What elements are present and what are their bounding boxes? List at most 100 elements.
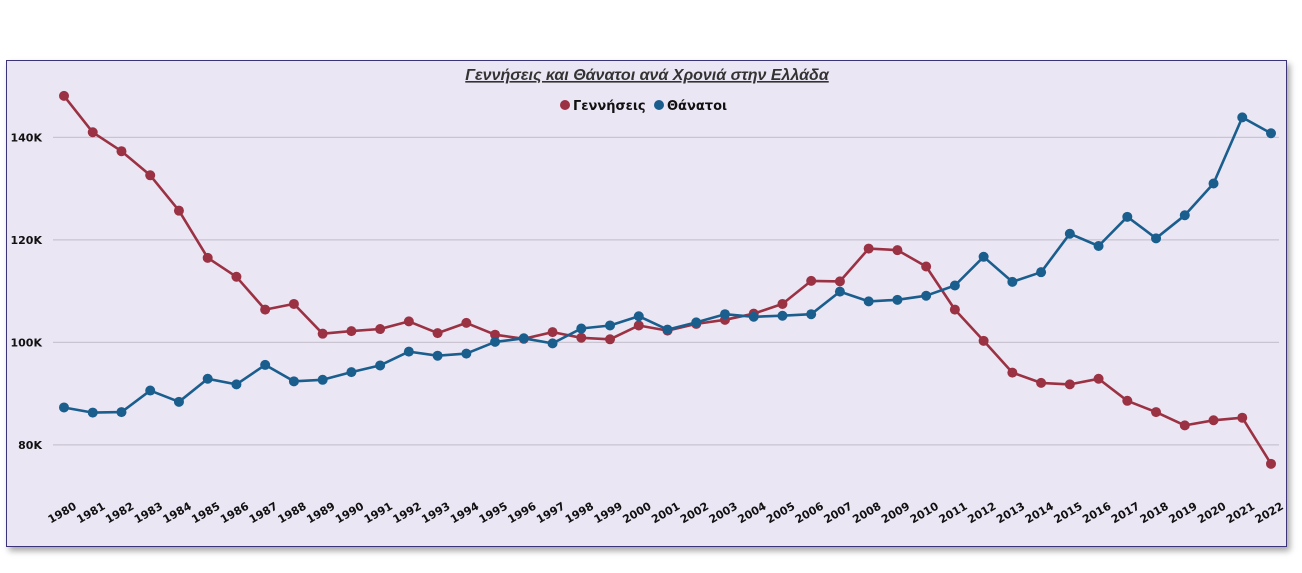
data-point[interactable] bbox=[432, 350, 443, 361]
data-point[interactable] bbox=[461, 317, 472, 328]
data-point[interactable] bbox=[317, 374, 328, 385]
data-point[interactable] bbox=[547, 338, 558, 349]
data-point[interactable] bbox=[691, 317, 702, 328]
x-tick-label: 1990 bbox=[333, 500, 366, 527]
data-point[interactable] bbox=[202, 373, 213, 384]
data-point[interactable] bbox=[288, 298, 299, 309]
data-point[interactable] bbox=[1208, 178, 1219, 189]
data-point[interactable] bbox=[346, 367, 357, 378]
data-point[interactable] bbox=[1064, 228, 1075, 239]
data-point[interactable] bbox=[375, 360, 386, 371]
data-point[interactable] bbox=[490, 329, 501, 340]
data-point[interactable] bbox=[892, 245, 903, 256]
data-point[interactable] bbox=[432, 328, 443, 339]
data-point[interactable] bbox=[605, 334, 616, 345]
data-point[interactable] bbox=[173, 205, 184, 216]
data-point[interactable] bbox=[777, 310, 788, 321]
data-point[interactable] bbox=[87, 127, 98, 138]
x-tick-label: 2003 bbox=[707, 500, 740, 527]
data-point[interactable] bbox=[777, 298, 788, 309]
x-tick-label: 2021 bbox=[1224, 500, 1257, 527]
data-point[interactable] bbox=[892, 294, 903, 305]
data-point[interactable] bbox=[1036, 267, 1047, 278]
data-point[interactable] bbox=[116, 407, 127, 418]
data-point[interactable] bbox=[1093, 373, 1104, 384]
data-point[interactable] bbox=[576, 323, 587, 334]
data-point[interactable] bbox=[978, 335, 989, 346]
x-tick-label: 1981 bbox=[74, 500, 107, 527]
data-point[interactable] bbox=[403, 346, 414, 357]
data-point[interactable] bbox=[1179, 420, 1190, 431]
x-tick-label: 2022 bbox=[1253, 500, 1286, 527]
data-point[interactable] bbox=[949, 280, 960, 291]
data-point[interactable] bbox=[547, 327, 558, 338]
data-point[interactable] bbox=[260, 359, 271, 370]
data-point[interactable] bbox=[1093, 241, 1104, 252]
data-point[interactable] bbox=[921, 290, 932, 301]
data-point[interactable] bbox=[231, 271, 242, 282]
data-point[interactable] bbox=[806, 309, 817, 320]
data-point[interactable] bbox=[173, 396, 184, 407]
legend-marker-deaths bbox=[654, 100, 664, 110]
data-point[interactable] bbox=[231, 379, 242, 390]
data-point[interactable] bbox=[145, 385, 156, 396]
x-tick-label: 1995 bbox=[477, 500, 510, 527]
data-point[interactable] bbox=[978, 251, 989, 262]
data-point[interactable] bbox=[633, 311, 644, 322]
data-point[interactable] bbox=[116, 146, 127, 157]
series-deaths bbox=[59, 112, 1276, 418]
data-point[interactable] bbox=[1007, 276, 1018, 287]
data-point[interactable] bbox=[145, 170, 156, 181]
data-point[interactable] bbox=[375, 324, 386, 335]
x-tick-label: 2014 bbox=[1023, 500, 1056, 527]
data-point[interactable] bbox=[288, 376, 299, 387]
data-point[interactable] bbox=[949, 304, 960, 315]
data-point[interactable] bbox=[403, 316, 414, 327]
data-point[interactable] bbox=[921, 261, 932, 272]
data-point[interactable] bbox=[748, 311, 759, 322]
data-point[interactable] bbox=[1151, 407, 1162, 418]
x-tick-label: 2001 bbox=[649, 500, 682, 527]
data-point[interactable] bbox=[863, 296, 874, 307]
data-point[interactable] bbox=[59, 402, 69, 413]
data-point[interactable] bbox=[1122, 211, 1133, 222]
y-tick-label: 100K bbox=[11, 336, 43, 349]
data-point[interactable] bbox=[576, 332, 587, 343]
data-point[interactable] bbox=[1064, 379, 1075, 390]
data-point[interactable] bbox=[605, 320, 616, 331]
data-point[interactable] bbox=[633, 320, 644, 331]
data-point[interactable] bbox=[834, 286, 845, 297]
x-tick-label: 2015 bbox=[1052, 500, 1085, 527]
data-point[interactable] bbox=[202, 252, 213, 263]
data-point[interactable] bbox=[1007, 367, 1018, 378]
data-point[interactable] bbox=[1179, 210, 1190, 221]
data-point[interactable] bbox=[461, 348, 472, 359]
x-tick-label: 1999 bbox=[592, 500, 625, 527]
data-point[interactable] bbox=[1237, 412, 1248, 423]
data-point[interactable] bbox=[518, 333, 529, 344]
data-point[interactable] bbox=[1122, 395, 1133, 406]
x-tick-label: 2009 bbox=[879, 500, 912, 527]
data-point[interactable] bbox=[1266, 458, 1276, 469]
x-tick-label: 2002 bbox=[678, 500, 711, 527]
data-point[interactable] bbox=[662, 324, 673, 335]
legend-label-deaths: Θάνατοι bbox=[667, 99, 727, 114]
data-point[interactable] bbox=[1237, 112, 1248, 123]
data-point[interactable] bbox=[346, 326, 357, 337]
data-point[interactable] bbox=[317, 328, 328, 339]
data-point[interactable] bbox=[834, 276, 845, 287]
data-point[interactable] bbox=[719, 309, 730, 320]
x-tick-label: 1982 bbox=[103, 500, 136, 527]
data-point[interactable] bbox=[59, 90, 69, 101]
data-point[interactable] bbox=[863, 243, 874, 254]
data-point[interactable] bbox=[1151, 233, 1162, 244]
data-point[interactable] bbox=[490, 336, 501, 347]
data-point[interactable] bbox=[1208, 415, 1219, 426]
legend-label-births: Γεννήσεις bbox=[573, 99, 646, 114]
data-point[interactable] bbox=[1266, 128, 1276, 139]
data-point[interactable] bbox=[87, 407, 98, 418]
x-tick-label: 1991 bbox=[362, 500, 395, 527]
data-point[interactable] bbox=[260, 304, 271, 315]
data-point[interactable] bbox=[806, 275, 817, 286]
data-point[interactable] bbox=[1036, 377, 1047, 388]
